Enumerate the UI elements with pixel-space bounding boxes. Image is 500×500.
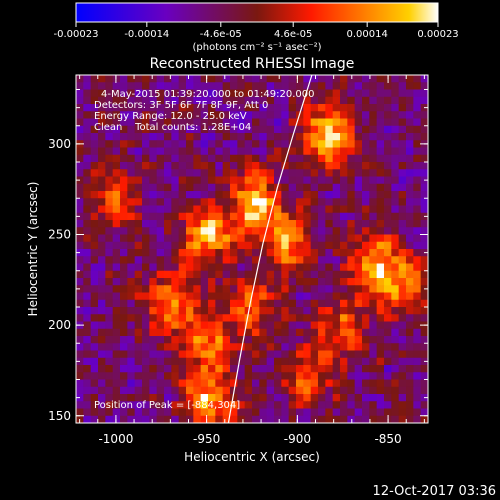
- colorbar-tick-label: 0.00014: [346, 29, 387, 40]
- annotation-detectors: Detectors: 3F 5F 6F 7F 8F 9F, Att 0: [94, 100, 268, 111]
- annotation-time-range: 4-May-2015 01:39:20.000 to 01:49:20.000: [101, 89, 314, 100]
- footer-timestamp: 12-Oct-2017 03:36: [373, 484, 496, 499]
- x-tick-label: -900: [284, 432, 311, 446]
- annotation-peak: Position of Peak = [-884,304]: [94, 400, 240, 411]
- solar-limb-line: [227, 75, 313, 423]
- heatmap-image: [76, 75, 428, 423]
- y-axis-label: Heliocentric Y (arcsec): [26, 182, 40, 317]
- colorbar-tick-label: -0.00014: [124, 29, 169, 40]
- colorbar: [75, 2, 439, 23]
- chart-title: Reconstructed RHESSI Image: [150, 56, 355, 72]
- x-tick-label: -950: [193, 432, 220, 446]
- x-tick-label: -850: [374, 432, 401, 446]
- colorbar-tick-label: 0.00023: [417, 29, 458, 40]
- colorbar-units: (photons cm⁻² s⁻¹ asec⁻²): [192, 42, 321, 53]
- y-tick-label: 150: [48, 409, 71, 423]
- y-axis-ticks: 150 200 250 300: [48, 89, 428, 423]
- x-axis-ticks: -1000 -950 -900 -850: [79, 75, 425, 446]
- annotation-block: 4-May-2015 01:39:20.000 to 01:49:20.000 …: [94, 89, 314, 411]
- annotation-method: Clean Total counts: 1.28E+04: [94, 122, 251, 133]
- annotation-energy: Energy Range: 12.0 - 25.0 keV: [94, 111, 247, 122]
- x-tick-label: -1000: [98, 432, 133, 446]
- y-tick-label: 250: [48, 228, 71, 242]
- y-tick-label: 200: [48, 318, 71, 332]
- plot-frame: [75, 74, 429, 424]
- y-tick-label: 300: [48, 137, 71, 151]
- x-axis-label: Heliocentric X (arcsec): [184, 450, 320, 464]
- colorbar-tick-label: -4.6e-05: [200, 29, 242, 40]
- colorbar-ticks: -0.00023 -0.00014 -4.6e-05 4.6e-05 0.00014 0.…: [54, 22, 459, 40]
- colorbar-tick-label: -0.00023: [54, 29, 99, 40]
- colorbar-tick-label: 4.6e-05: [274, 29, 312, 40]
